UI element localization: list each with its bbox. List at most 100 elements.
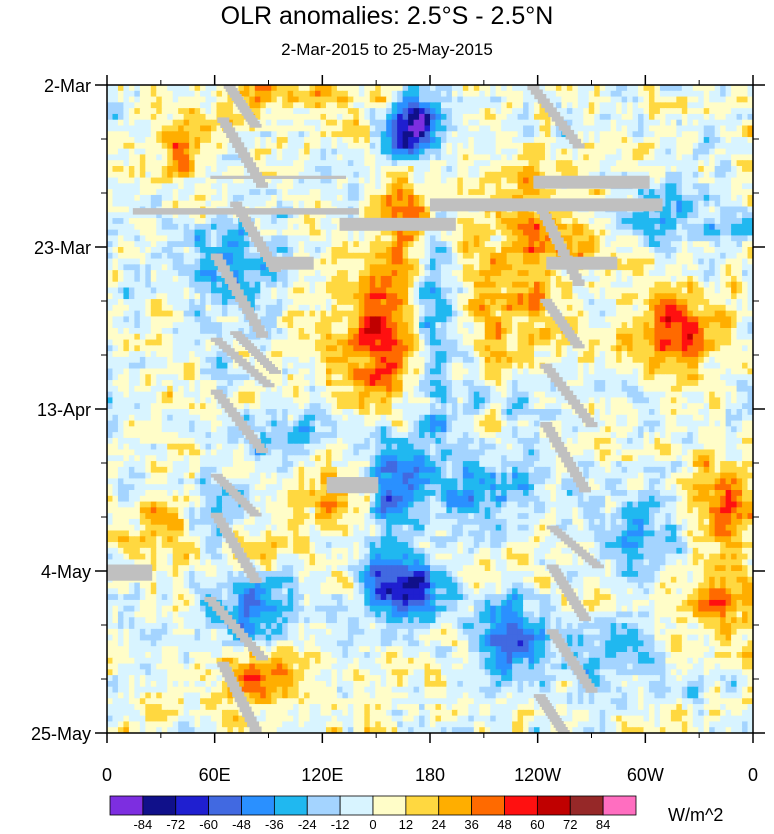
field-cell: [150, 183, 157, 190]
field-cell: [336, 281, 343, 289]
field-cell: [523, 90, 530, 98]
field-cell: [375, 166, 382, 173]
field-cell: [747, 102, 753, 109]
field-cell: [156, 287, 163, 294]
field-cell: [336, 293, 343, 300]
field-cell: [424, 310, 431, 318]
field-cell: [736, 102, 743, 109]
field-cell: [670, 113, 677, 121]
field-cell: [145, 299, 152, 306]
field-cell: [353, 154, 360, 161]
field-cell: [665, 275, 672, 283]
field-cell: [588, 131, 595, 138]
field-cell: [659, 241, 666, 248]
field-cell: [714, 275, 721, 283]
field-cell: [627, 171, 634, 179]
field-cell: [583, 119, 590, 127]
field-cell: [347, 119, 354, 127]
field-cell: [714, 90, 721, 98]
field-cell: [654, 148, 661, 156]
field-cell: [358, 304, 365, 312]
field-cell: [621, 310, 628, 318]
field-cell: [221, 171, 229, 179]
field-cell: [243, 241, 250, 248]
field-cell: [238, 316, 245, 323]
field-cell: [670, 229, 677, 237]
field-cell: [676, 258, 683, 265]
field-cell: [561, 299, 568, 306]
field-cell: [397, 108, 404, 115]
field-cell: [189, 125, 196, 132]
field-cell: [643, 194, 650, 202]
field-cell: [451, 281, 458, 289]
field-cell: [123, 252, 130, 260]
field-cell: [178, 119, 185, 127]
field-cell: [517, 316, 524, 323]
field-cell: [501, 264, 508, 271]
field-cell: [386, 85, 393, 92]
field-cell: [566, 166, 573, 173]
field-cell: [627, 119, 634, 127]
field-cell: [659, 102, 666, 109]
field-cell: [747, 223, 753, 231]
field-cell: [424, 212, 431, 219]
field-cell: [178, 281, 185, 289]
field-cell: [446, 212, 453, 219]
field-cell: [512, 171, 519, 179]
field-cell: [457, 281, 464, 289]
field-cell: [309, 166, 316, 173]
field-cell: [577, 247, 584, 254]
field-cell: [347, 299, 354, 306]
field-cell: [539, 142, 546, 150]
field-cell: [107, 125, 114, 132]
field-cell: [205, 304, 212, 312]
field-cell: [419, 299, 426, 306]
field-cell: [725, 252, 732, 260]
field-cell: [402, 183, 409, 190]
field-cell: [386, 194, 393, 202]
field-cell: [145, 90, 152, 98]
field-cell: [358, 142, 365, 150]
field-cell: [561, 310, 568, 318]
field-cell: [484, 281, 491, 289]
field-cell: [528, 183, 535, 190]
field-cell: [714, 160, 721, 167]
field-cell: [632, 287, 639, 294]
field-cell: [692, 154, 699, 161]
field-cell: [654, 235, 661, 242]
field-cell: [605, 270, 612, 277]
field-cell: [282, 275, 289, 283]
field-cell: [211, 131, 218, 138]
field-cell: [282, 229, 289, 237]
field-cell: [687, 247, 694, 254]
field-cell: [325, 264, 333, 271]
field-cell: [654, 293, 661, 300]
field-cell: [276, 96, 283, 103]
field-cell: [161, 154, 168, 161]
field-cell: [419, 189, 426, 196]
field-cell: [194, 85, 201, 92]
field-cell: [736, 177, 743, 184]
field-cell: [402, 113, 409, 121]
field-cell: [315, 287, 322, 294]
field-cell: [430, 275, 437, 283]
field-cell: [484, 252, 491, 260]
field-cell: [698, 183, 705, 190]
field-cell: [725, 322, 732, 329]
field-cell: [342, 293, 349, 300]
field-cell: [692, 218, 699, 225]
field-cell: [331, 212, 338, 219]
field-cell: [435, 131, 442, 138]
field-cell: [703, 275, 710, 283]
field-cell: [616, 137, 623, 144]
field-cell: [364, 183, 371, 190]
field-cell: [353, 108, 360, 115]
field-cell: [555, 108, 562, 115]
field-cell: [150, 171, 157, 179]
field-cell: [172, 299, 179, 306]
field-cell: [150, 148, 157, 156]
field-cell: [369, 275, 376, 283]
field-cell: [676, 131, 683, 138]
field-cell: [430, 113, 437, 121]
field-cell: [123, 119, 130, 127]
